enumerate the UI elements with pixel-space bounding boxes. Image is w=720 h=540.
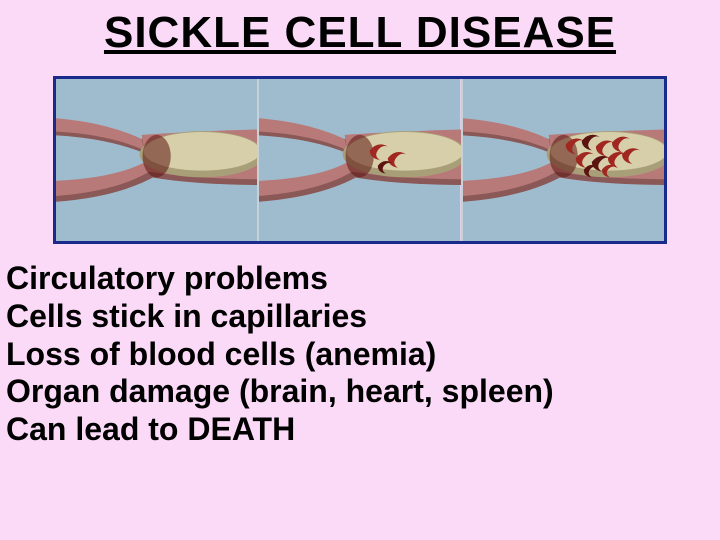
- list-item: Loss of blood cells (anemia): [6, 336, 714, 374]
- list-item: Organ damage (brain, heart, spleen): [6, 373, 714, 411]
- list-item: Cells stick in capillaries: [6, 298, 714, 336]
- vessel-panel-2: [259, 79, 462, 241]
- list-item: Circulatory problems: [6, 260, 714, 298]
- vessel-panel-1: [56, 79, 259, 241]
- symptom-list: Circulatory problems Cells stick in capi…: [0, 254, 720, 449]
- list-item: Can lead to DEATH: [6, 411, 714, 449]
- page-title: SICKLE CELL DISEASE: [0, 0, 720, 58]
- vessel-figure: [53, 76, 667, 244]
- vessel-panel-3: [463, 79, 664, 241]
